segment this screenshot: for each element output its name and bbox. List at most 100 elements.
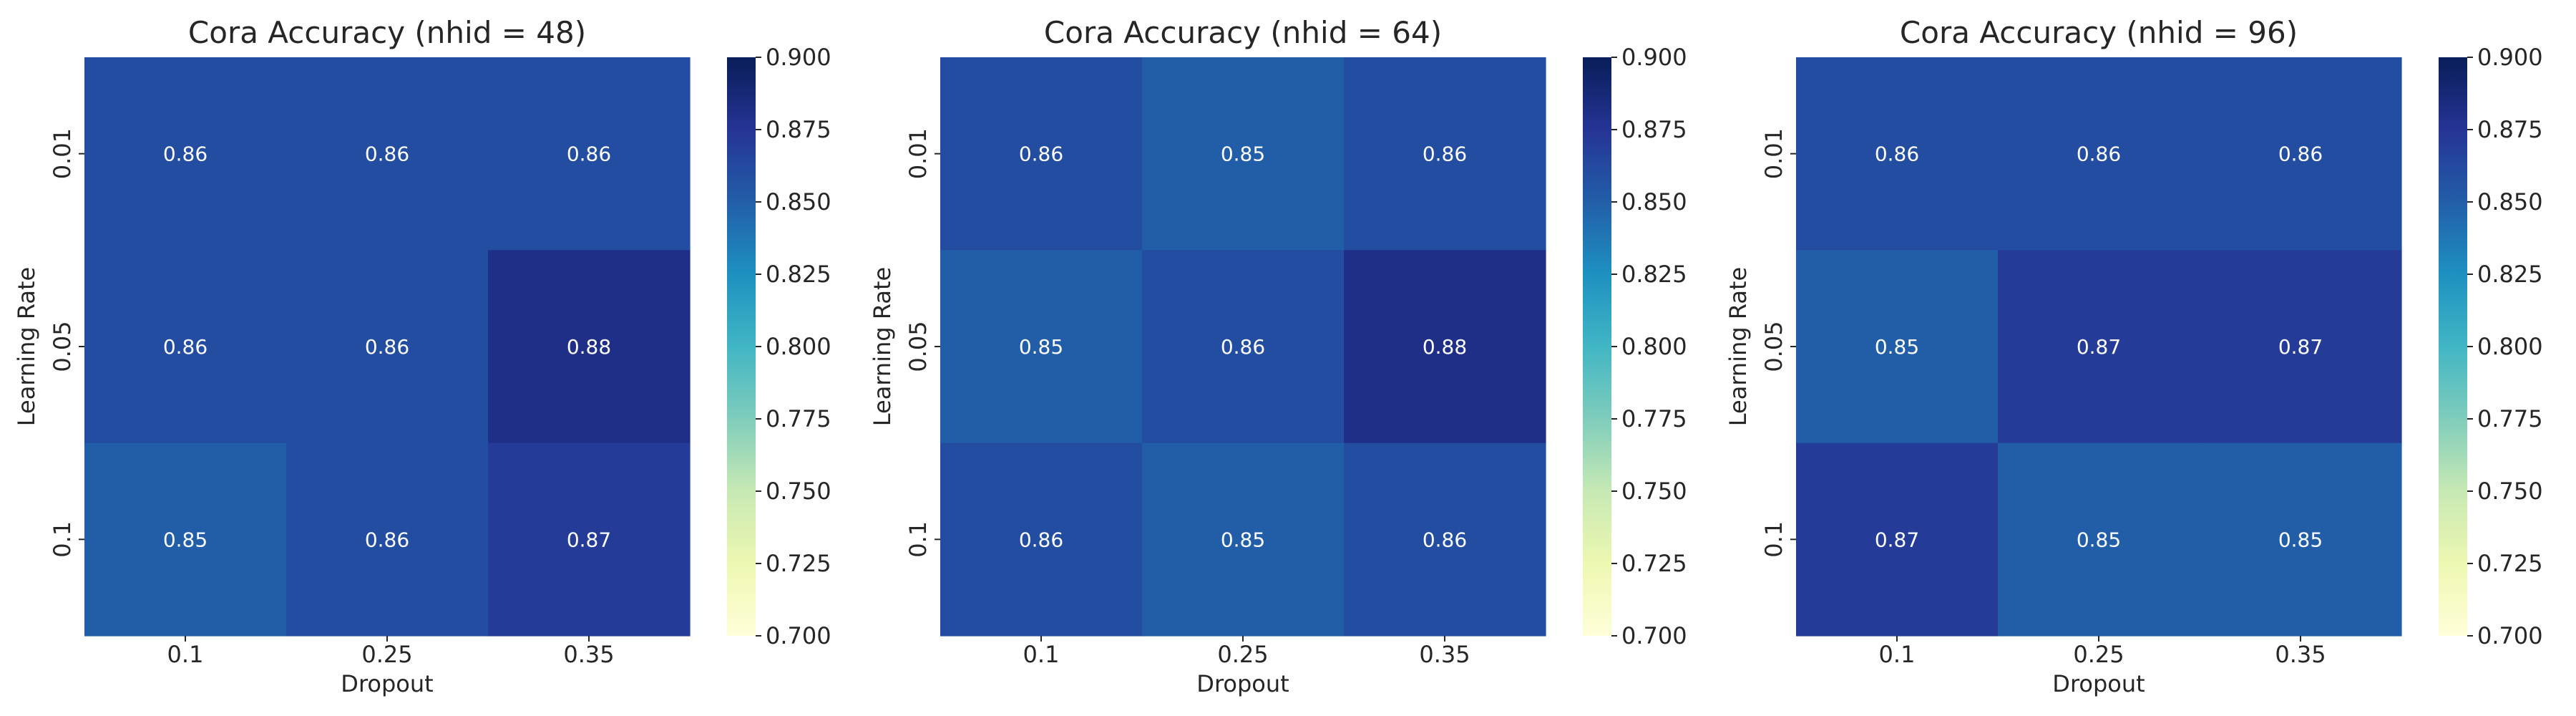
colorbar-tick-label: 0.850 — [766, 188, 831, 216]
cell-value-label: 0.85 — [1221, 528, 1265, 551]
heatmap-cell — [1344, 250, 1546, 444]
cell-value-label: 0.86 — [1019, 528, 1063, 551]
heatmap-panel: Cora Accuracy (nhid = 64) 0.86 0.85 0.86 0.8… — [869, 15, 1687, 697]
x-tick-label: 0.25 — [361, 641, 412, 668]
heatmap-cell — [1142, 250, 1345, 444]
cell-value-label: 0.88 — [567, 335, 611, 359]
heatmap-cell — [84, 57, 287, 251]
heatmap-cell — [1796, 57, 1999, 251]
cell-value-label: 0.86 — [1221, 335, 1265, 359]
heatmap-cell — [488, 250, 691, 444]
cell-value-label: 0.86 — [365, 335, 409, 359]
heatmap-cell — [2200, 250, 2402, 444]
cell-value-label: 0.85 — [2278, 528, 2323, 551]
colorbar-tick-label: 0.900 — [766, 44, 831, 71]
cell-value-label: 0.86 — [1423, 142, 1467, 166]
heatmap-cell — [488, 442, 691, 637]
cell-value-label: 0.87 — [2278, 335, 2323, 359]
colorbar-tick-label: 0.850 — [1621, 188, 1687, 216]
y-tick-label: 0.05 — [49, 321, 76, 372]
heatmap-cell — [940, 442, 1143, 637]
colorbar-tick-label: 0.775 — [766, 405, 831, 432]
cell-value-label: 0.88 — [1423, 335, 1467, 359]
chart-title: Cora Accuracy (nhid = 48) — [188, 15, 586, 50]
cell-value-label: 0.85 — [1221, 142, 1265, 166]
heatmap-cell — [1344, 57, 1546, 251]
cell-value-label: 0.87 — [2077, 335, 2121, 359]
heatmap-cell — [2200, 57, 2402, 251]
heatmap-cell — [286, 250, 489, 444]
y-tick-label: 0.1 — [49, 521, 76, 558]
x-tick-label: 0.35 — [2275, 641, 2326, 668]
cell-value-label: 0.85 — [2077, 528, 2121, 551]
heatmap-cell — [940, 250, 1143, 444]
colorbar-tick-label: 0.700 — [1621, 622, 1687, 649]
cell-value-label: 0.85 — [1875, 335, 1919, 359]
colorbar-tick-label: 0.725 — [766, 550, 831, 577]
y-tick-label: 0.05 — [904, 321, 932, 372]
x-tick-label: 0.1 — [1879, 641, 1916, 668]
heatmap-cell — [940, 57, 1143, 251]
colorbar-tick-label: 0.775 — [2477, 405, 2543, 432]
heatmap-panel: Cora Accuracy (nhid = 96) 0.86 0.86 0.86 0.8… — [1724, 15, 2543, 697]
chart-title: Cora Accuracy (nhid = 96) — [1900, 15, 2298, 50]
heatmap-cell — [1142, 442, 1345, 637]
y-tick-label: 0.01 — [904, 128, 932, 179]
cell-value-label: 0.86 — [2077, 142, 2121, 166]
cell-value-label: 0.86 — [1019, 142, 1063, 166]
colorbar-tick-label: 0.700 — [2477, 622, 2543, 649]
heatmap-panel: Cora Accuracy (nhid = 48) 0.86 0.86 0.86 0.8… — [13, 15, 831, 697]
x-axis-label: Dropout — [2052, 670, 2145, 697]
colorbar-tick-label: 0.800 — [766, 333, 831, 360]
y-tick-label: 0.1 — [1760, 521, 1787, 558]
x-tick-label: 0.25 — [2073, 641, 2124, 668]
cell-value-label: 0.85 — [163, 528, 208, 551]
colorbar-tick-label: 0.800 — [2477, 333, 2543, 360]
colorbar-tick-label: 0.900 — [1621, 44, 1687, 71]
colorbar-tick-label: 0.825 — [2477, 261, 2543, 288]
chart-title: Cora Accuracy (nhid = 64) — [1044, 15, 1442, 50]
cell-value-label: 0.86 — [163, 142, 208, 166]
cell-value-label: 0.86 — [2278, 142, 2323, 166]
colorbar-tick-label: 0.750 — [2477, 478, 2543, 505]
x-tick-label: 0.35 — [563, 641, 614, 668]
x-tick-label: 0.25 — [1217, 641, 1268, 668]
colorbar-tick-label: 0.850 — [2477, 188, 2543, 216]
cell-value-label: 0.87 — [567, 528, 611, 551]
y-tick-label: 0.05 — [1760, 321, 1787, 372]
heatmap-cell — [84, 250, 287, 444]
x-tick-label: 0.1 — [1023, 641, 1060, 668]
colorbar-tick-label: 0.825 — [1621, 261, 1687, 288]
heatmap-cell — [2200, 442, 2402, 637]
heatmap-panels: Cora Accuracy (nhid = 48) 0.86 0.86 0.86 0.8… — [13, 15, 2543, 697]
colorbar-tick-label: 0.900 — [2477, 44, 2543, 71]
colorbar-tick-label: 0.825 — [766, 261, 831, 288]
heatmap-cell — [488, 57, 691, 251]
cell-value-label: 0.86 — [567, 142, 611, 166]
colorbar-tick-label: 0.700 — [766, 622, 831, 649]
heatmap-cell — [84, 442, 287, 637]
cell-value-label: 0.87 — [1875, 528, 1919, 551]
colorbar-tick-label: 0.750 — [1621, 478, 1687, 505]
cell-value-label: 0.86 — [365, 528, 409, 551]
y-axis-label: Learning Rate — [1724, 267, 1752, 426]
colorbar-tick-label: 0.875 — [766, 116, 831, 143]
y-tick-label: 0.01 — [1760, 128, 1787, 179]
heatmap-cell — [1998, 442, 2200, 637]
x-axis-label: Dropout — [341, 670, 433, 697]
cell-value-label: 0.86 — [365, 142, 409, 166]
cell-value-label: 0.86 — [1875, 142, 1919, 166]
heatmap-cell — [1998, 250, 2200, 444]
heatmap-cell — [1796, 442, 1999, 637]
x-tick-label: 0.35 — [1419, 641, 1470, 668]
colorbar-tick-label: 0.875 — [2477, 116, 2543, 143]
heatmap-cell — [286, 57, 489, 251]
colorbar-tick-label: 0.875 — [1621, 116, 1687, 143]
colorbar — [727, 57, 756, 636]
y-tick-label: 0.01 — [49, 128, 76, 179]
colorbar — [1583, 57, 1611, 636]
y-tick-label: 0.1 — [904, 521, 932, 558]
x-tick-label: 0.1 — [167, 641, 204, 668]
colorbar-tick-label: 0.725 — [1621, 550, 1687, 577]
colorbar-tick-label: 0.800 — [1621, 333, 1687, 360]
